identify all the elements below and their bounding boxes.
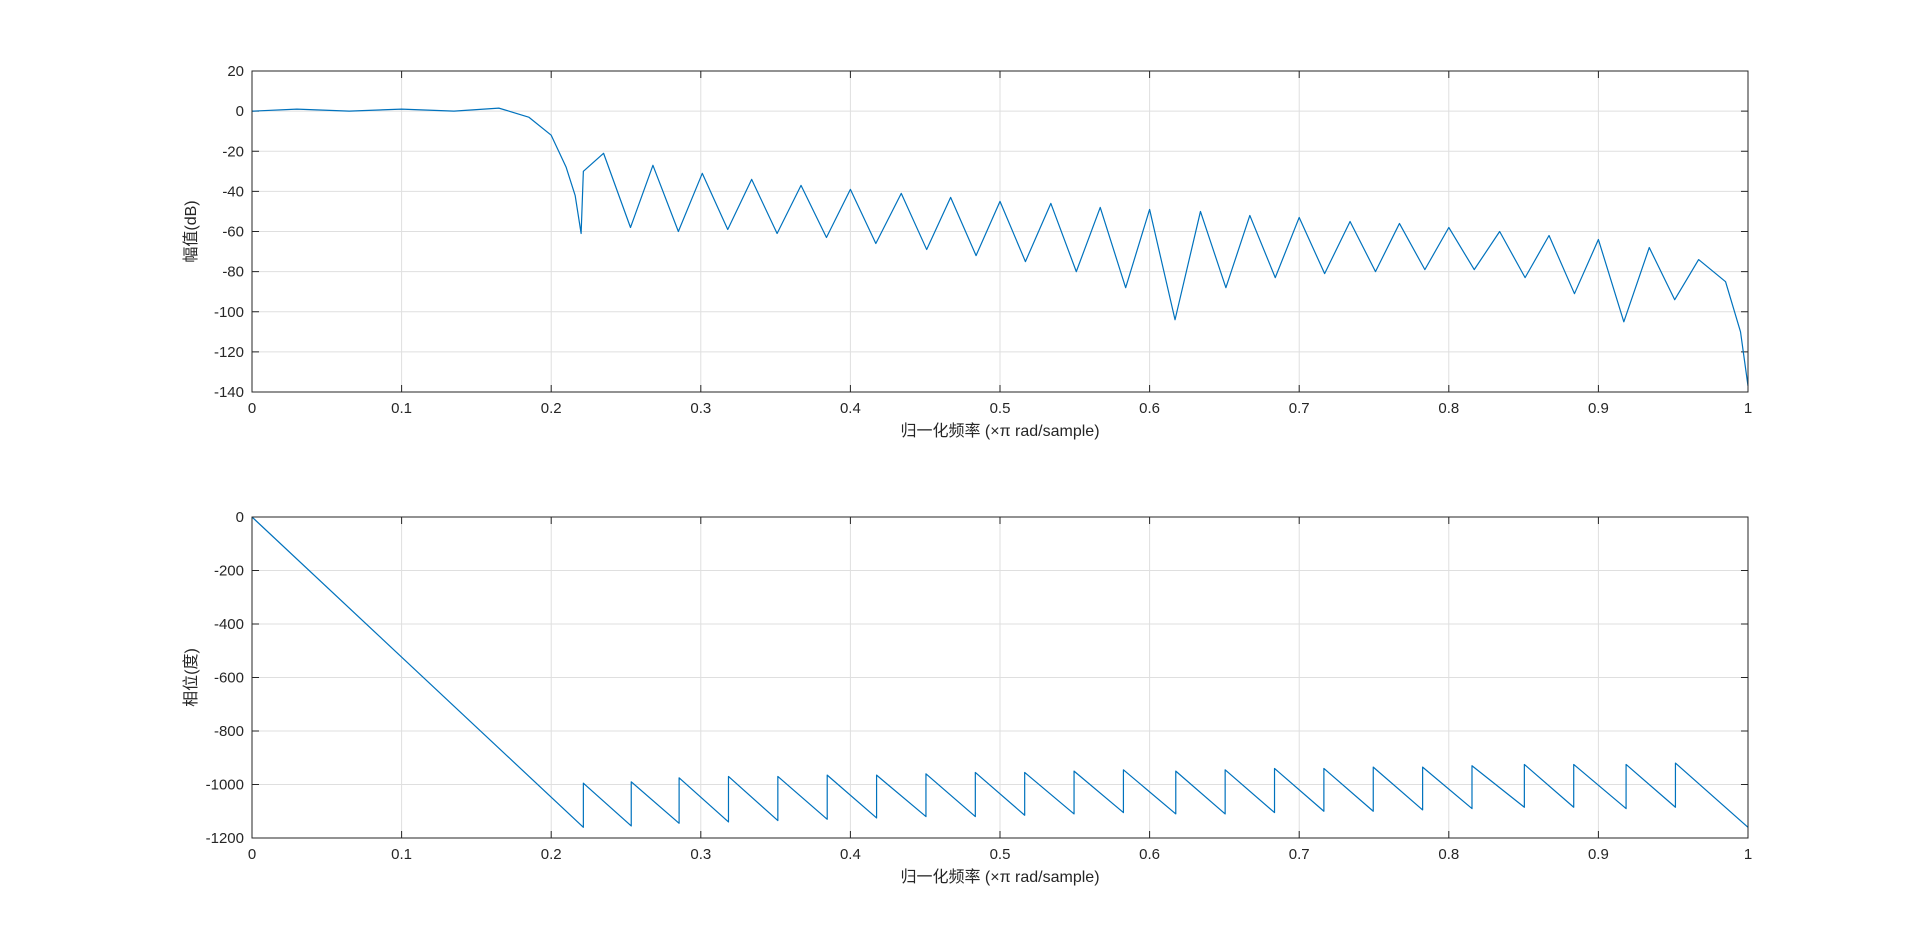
x-tick-label: 1: [1744, 400, 1752, 417]
x-tick-label: 0.3: [690, 400, 711, 417]
chart-2: 0 0.1 0.2 0.3 0.4 0.5 0.6 0.7 0.8 0.9 1 0 -200 -400 -6…: [182, 509, 1752, 886]
x-axis-label: 归一化频率 (×π rad/sample): [900, 868, 1099, 886]
chart-1: 0 0.1 0.2 0.3 0.4 0.5 0.6 0.7 0.8 0.9 1 20 0 -20 -40 -6…: [182, 63, 1752, 440]
x-tick-label: 0.5: [990, 846, 1011, 863]
y-tick-label: 20: [227, 63, 244, 80]
x-tick-label: 0.1: [391, 846, 412, 863]
x-tick-label: 0.7: [1289, 846, 1310, 863]
x-tick-label: 0.5: [990, 400, 1011, 417]
y-tick-label: -1200: [206, 830, 244, 847]
y-tick-label: -80: [222, 264, 244, 281]
x-tick-label: 0: [248, 846, 256, 863]
y-tick-label: -40: [222, 183, 244, 200]
x-tick-label: 0: [248, 400, 256, 417]
y-tick-label: -140: [214, 384, 244, 401]
x-tick-label: 0.2: [541, 846, 562, 863]
y-axis-label: 相位(度): [182, 648, 200, 707]
x-tick-label: 0.6: [1139, 400, 1160, 417]
axes-box: [251, 516, 1749, 839]
y-tick-label: -20: [222, 143, 244, 160]
x-tick-label: 0.3: [690, 846, 711, 863]
x-axis-label: 归一化频率 (×π rad/sample): [900, 422, 1099, 440]
series-line: [251, 107, 1749, 387]
x-tick-label: 1: [1744, 846, 1752, 863]
y-tick-label: -800: [214, 723, 244, 740]
x-tick-label: 0.9: [1588, 400, 1609, 417]
y-tick-label: -600: [214, 670, 244, 687]
x-tick-label: 0.4: [840, 846, 861, 863]
x-tick-label: 0.4: [840, 400, 861, 417]
y-tick-label: -100: [214, 304, 244, 321]
y-tick-label: -60: [222, 224, 244, 241]
series-line: [251, 516, 1749, 828]
axes-box: [251, 70, 1749, 393]
x-tick-label: 0.7: [1289, 400, 1310, 417]
x-tick-label: 0.8: [1438, 846, 1459, 863]
x-tick-label: 0.1: [391, 400, 412, 417]
x-tick-label: 0.2: [541, 400, 562, 417]
y-axis-label: 幅值(dB): [182, 200, 200, 262]
y-tick-label: -400: [214, 616, 244, 633]
x-tick-label: 0.6: [1139, 846, 1160, 863]
x-tick-label: 0.8: [1438, 400, 1459, 417]
y-tick-label: -1000: [206, 777, 244, 794]
x-tick-label: 0.9: [1588, 846, 1609, 863]
y-tick-label: 0: [236, 103, 244, 120]
y-tick-label: -200: [214, 563, 244, 580]
y-tick-label: 0: [236, 509, 244, 526]
y-tick-label: -120: [214, 344, 244, 361]
